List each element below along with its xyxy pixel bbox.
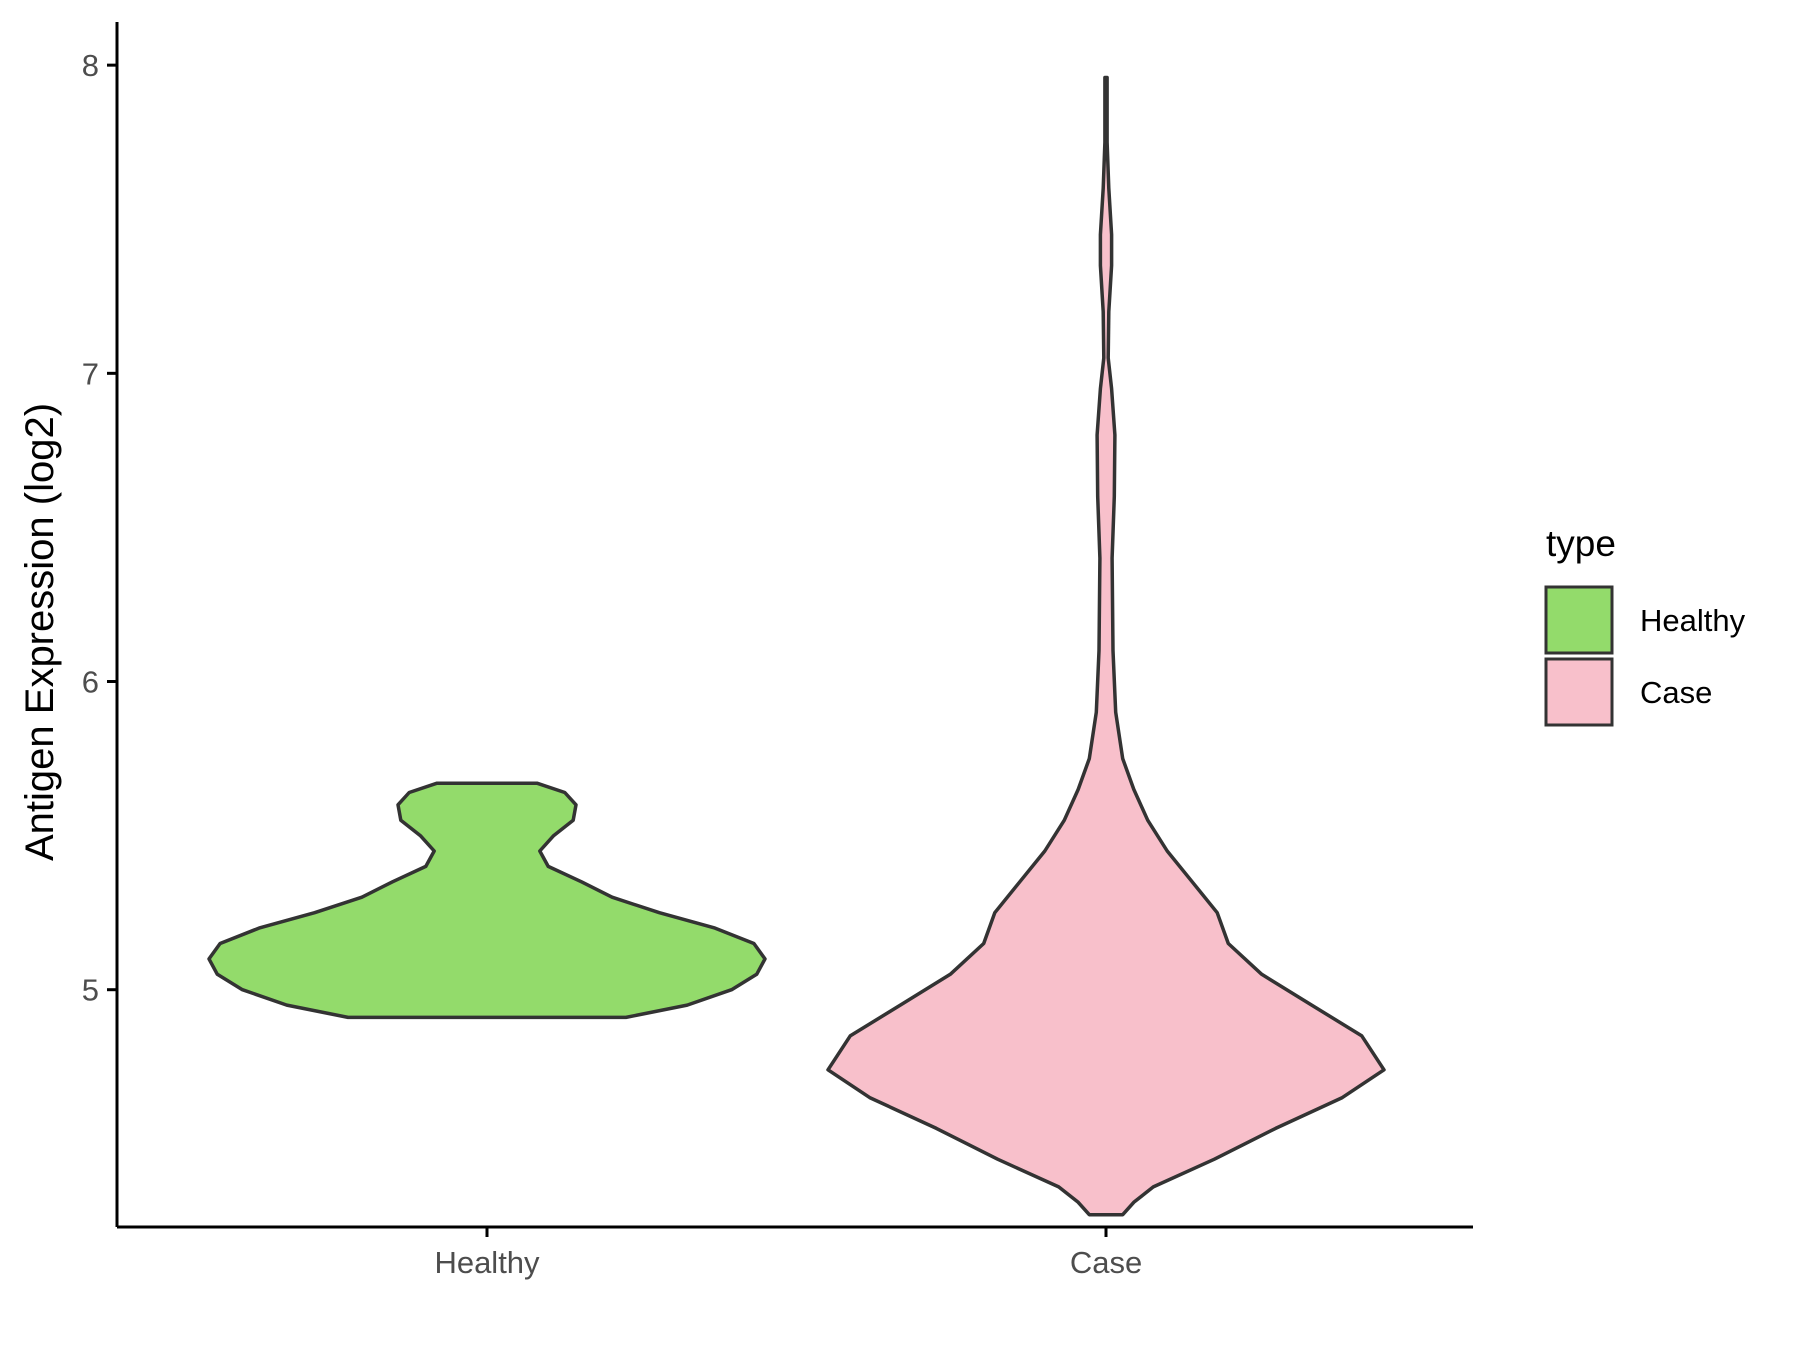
legend-label-healthy: Healthy xyxy=(1640,603,1746,638)
y-tick-label: 8 xyxy=(82,48,99,83)
legend-key-case xyxy=(1544,657,1614,727)
y-axis-title: Antigen Expression (log2) xyxy=(18,403,62,861)
y-tick-label: 7 xyxy=(82,356,99,391)
y-tick-label: 6 xyxy=(82,665,99,700)
legend: type Healthy Case xyxy=(1544,523,1746,727)
x-tick-label: Healthy xyxy=(434,1245,540,1280)
plot-area xyxy=(207,75,1386,1217)
violin-case xyxy=(826,75,1386,1217)
legend-label-case: Case xyxy=(1640,675,1712,710)
legend-key-healthy xyxy=(1544,585,1614,655)
x-tick-label: Case xyxy=(1070,1245,1142,1280)
y-tick-label: 5 xyxy=(82,973,99,1008)
legend-title: type xyxy=(1546,523,1616,564)
axes: 5 6 7 8 Healthy Case xyxy=(82,22,1473,1280)
violin-healthy xyxy=(207,781,767,1020)
